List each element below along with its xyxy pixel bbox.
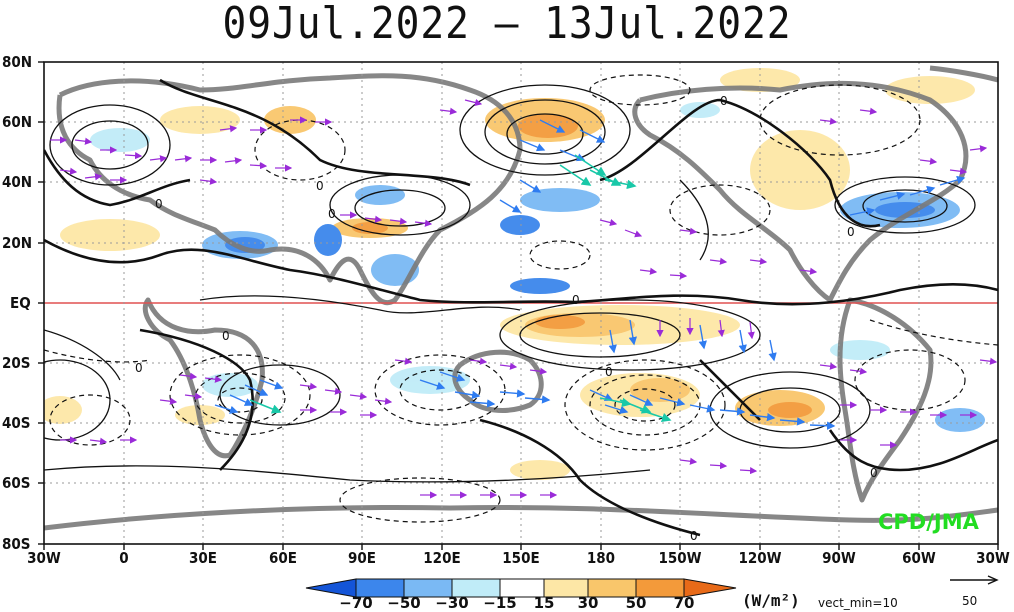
contour-label: 0 <box>316 179 324 193</box>
negative-anomaly-patch <box>830 340 890 360</box>
positive-anomaly-patch <box>44 396 82 424</box>
lat-label: 80N <box>2 53 33 71</box>
positive-anomaly-patch <box>352 222 388 234</box>
lon-label: 180 <box>586 549 616 567</box>
contour-label: 0 <box>155 197 163 211</box>
south-america-coast <box>837 297 934 503</box>
flux-vectors-strong <box>249 154 672 423</box>
map-title: 09Jul.2022 – 13Jul.2022 <box>222 0 792 49</box>
positive-anomaly-patch <box>768 402 812 418</box>
colorbar-label: 50 <box>625 594 647 612</box>
negative-anomaly-patch <box>510 278 570 294</box>
colorbar-units: (W/m²) <box>742 591 800 610</box>
lat-label: EQ <box>10 294 31 312</box>
colorbar-label: 70 <box>673 594 695 612</box>
contour-label: 0 <box>605 365 613 379</box>
negative-anomaly-patch <box>500 215 540 235</box>
positive-anomaly-patch <box>630 378 690 402</box>
flux-vectors-weak <box>50 99 998 499</box>
eurasia-coast <box>56 73 523 305</box>
contour-label: 0 <box>222 329 230 343</box>
lat-label: 20N <box>2 234 33 252</box>
lon-label: 90E <box>347 549 376 567</box>
lat-label: 20S <box>2 354 31 372</box>
contour-label: 0 <box>572 293 580 307</box>
negative-anomaly-patch <box>390 366 470 394</box>
lon-label: 150W <box>658 549 702 567</box>
contour-label: 0 <box>870 466 878 480</box>
contour-label: 0 <box>847 225 855 239</box>
colorbar-max-triangle <box>683 578 737 598</box>
lon-label: 120E <box>423 549 461 567</box>
lon-label: 150E <box>502 549 540 567</box>
colorbar-label: 15 <box>533 594 555 612</box>
colorbar <box>305 578 737 598</box>
contour-labels: 0 0 0 0 0 0 0 0 0 0 0 <box>135 94 878 543</box>
contour-label: 0 <box>720 94 728 108</box>
streamfunction-contours-solid <box>44 84 976 483</box>
credit-label: CPD/JMA <box>878 510 979 534</box>
reference-vector-value: 50 <box>962 594 978 608</box>
colorbar-label: −50 <box>387 594 421 612</box>
north-america-coast <box>632 80 969 303</box>
antarctica-coast <box>44 504 998 531</box>
colorbar-label: −70 <box>339 594 373 612</box>
negative-anomaly-patch <box>680 102 720 118</box>
axis-ticks <box>38 61 999 550</box>
lon-label: 30W <box>27 549 61 567</box>
lon-label: 60W <box>902 549 936 567</box>
africa-europe-coast <box>142 297 265 459</box>
reference-vector-head <box>987 575 999 585</box>
negative-anomaly-patch <box>90 128 150 152</box>
positive-anomaly-patch <box>518 114 578 138</box>
colorbar-label: −30 <box>435 594 469 612</box>
lat-label: 80S <box>2 535 31 553</box>
lat-label: 60N <box>2 113 33 131</box>
vector-minimum-note: vect_min=10 <box>818 596 898 610</box>
lon-label: 90W <box>822 549 856 567</box>
negative-anomaly-patch <box>520 188 600 212</box>
contour-label: 0 <box>135 361 143 375</box>
negative-anomaly-patch <box>935 408 985 432</box>
flux-vectors-moderate <box>214 119 966 430</box>
negative-anomaly-patch <box>314 224 342 256</box>
streamfunction-contours-dashed <box>44 74 998 523</box>
colorbar-label: 30 <box>577 594 599 612</box>
lat-label: 40N <box>2 173 33 191</box>
colorbar-label: −15 <box>483 594 517 612</box>
streamfunction-contours-zero <box>44 78 998 537</box>
lon-label: 60E <box>268 549 297 567</box>
australia-coast <box>452 349 544 413</box>
greenland-coast <box>929 65 998 83</box>
lat-label: 60S <box>2 474 31 492</box>
lon-label: 30E <box>188 549 217 567</box>
positive-anomaly-patch <box>535 315 585 329</box>
lon-label: 0 <box>119 549 129 567</box>
positive-anomaly-patch <box>160 106 240 134</box>
lon-label: 120W <box>738 549 782 567</box>
lon-label: 30W <box>976 549 1010 567</box>
contour-label: 0 <box>328 207 336 221</box>
negative-anomaly-patch <box>202 373 258 397</box>
positive-anomaly-patch <box>60 219 160 251</box>
continent-outlines <box>44 65 998 531</box>
lat-label: 40S <box>2 414 31 432</box>
positive-anomaly-patch <box>510 460 570 480</box>
positive-anomaly-patch <box>885 76 975 104</box>
positive-anomaly-patch <box>750 130 850 210</box>
contour-label: 0 <box>690 529 698 543</box>
